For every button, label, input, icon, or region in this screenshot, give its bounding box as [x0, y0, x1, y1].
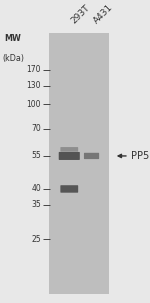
Text: 25: 25: [32, 235, 41, 244]
FancyBboxPatch shape: [60, 185, 78, 193]
Text: MW: MW: [4, 34, 21, 43]
Bar: [49, 32, 109, 294]
Text: 35: 35: [31, 200, 41, 209]
Text: 130: 130: [27, 81, 41, 90]
Text: 55: 55: [31, 152, 41, 161]
Text: 170: 170: [27, 65, 41, 74]
Text: 100: 100: [27, 100, 41, 109]
FancyBboxPatch shape: [60, 147, 78, 152]
Text: A431: A431: [92, 2, 114, 25]
Text: (kDa): (kDa): [2, 54, 24, 63]
FancyBboxPatch shape: [84, 153, 99, 159]
Text: 40: 40: [31, 185, 41, 193]
FancyBboxPatch shape: [59, 152, 80, 160]
Text: 293T: 293T: [69, 3, 92, 25]
Text: PP5: PP5: [131, 151, 149, 161]
Text: 70: 70: [31, 124, 41, 133]
